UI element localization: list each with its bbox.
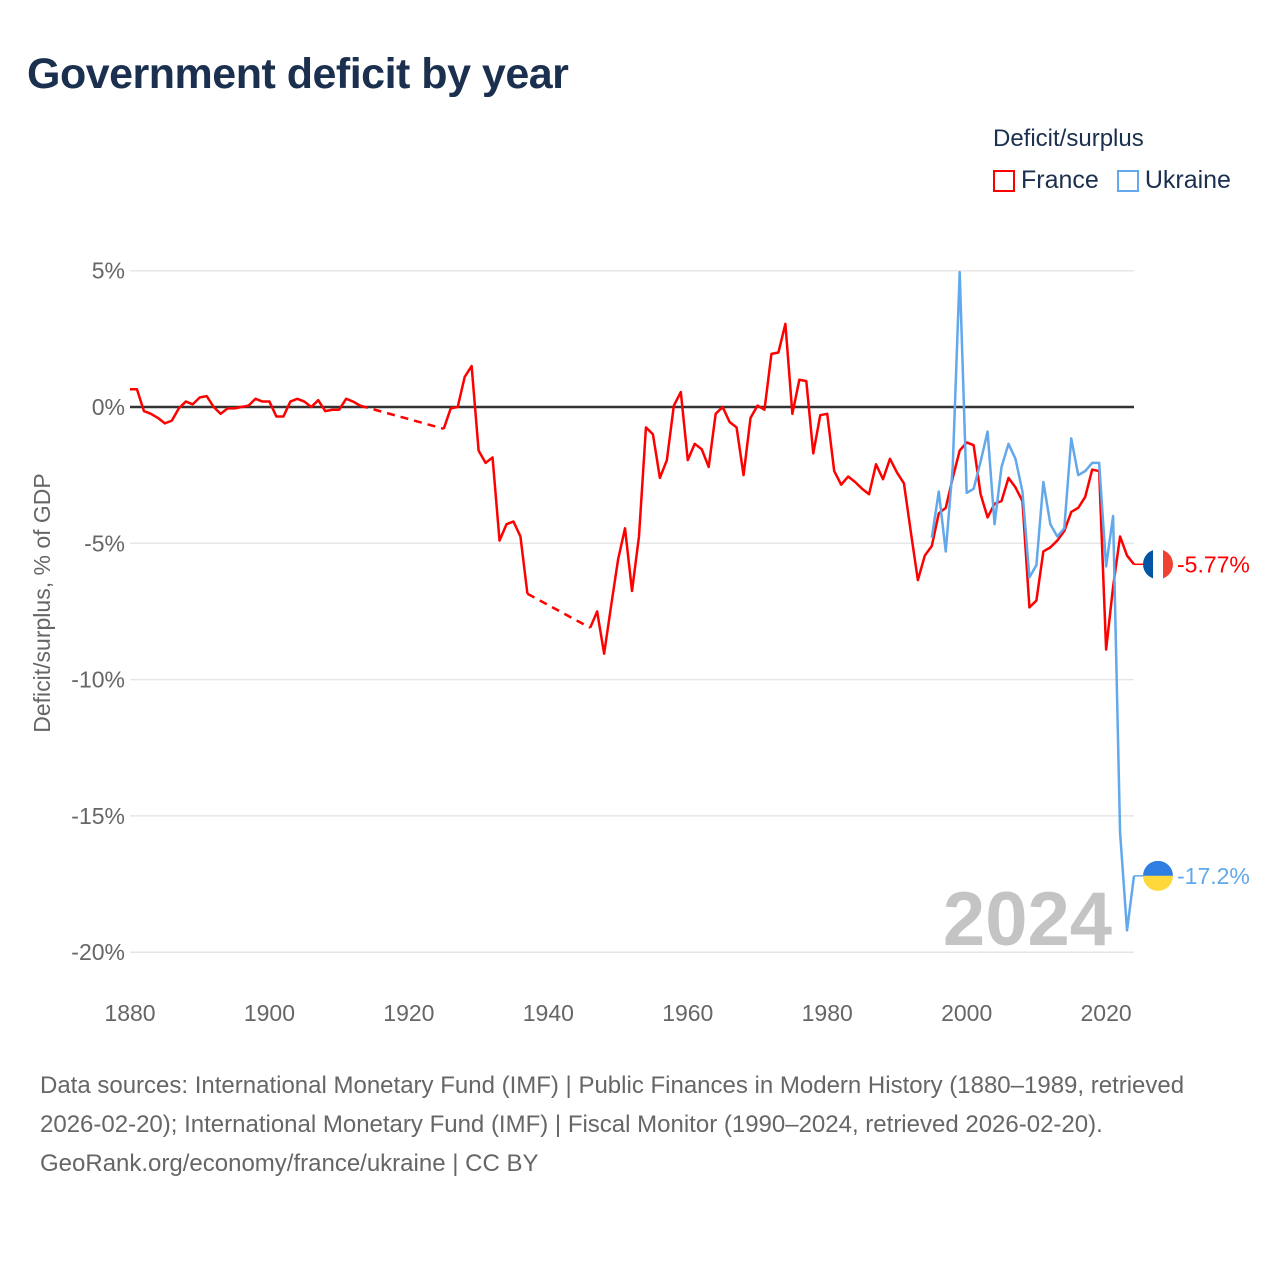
x-tick-label: 1880 bbox=[104, 1000, 155, 1026]
y-tick-label: 0% bbox=[92, 394, 125, 420]
y-tick-label: -15% bbox=[71, 803, 125, 829]
legend-item-france[interactable]: France bbox=[993, 166, 1099, 195]
flag-icon-ukraine bbox=[1143, 860, 1173, 891]
year-watermark: 2024 bbox=[943, 877, 1112, 962]
x-tick-label: 1920 bbox=[383, 1000, 434, 1026]
series-line-france bbox=[589, 322, 1135, 655]
end-label-ukraine: -17.2% bbox=[1177, 863, 1250, 889]
legend-label-ukraine: Ukraine bbox=[1144, 166, 1231, 194]
x-tick-label: 1900 bbox=[244, 1000, 295, 1026]
series-line-france bbox=[442, 364, 529, 594]
x-tick-label: 1980 bbox=[802, 1000, 853, 1026]
series-line-france bbox=[130, 388, 361, 425]
legend-label-france: France bbox=[1021, 166, 1099, 194]
chart-title: Government deficit by year bbox=[27, 50, 569, 98]
flag-icon-france bbox=[1143, 549, 1173, 580]
series-gap-france bbox=[359, 404, 445, 431]
end-label-france: -5.77% bbox=[1177, 551, 1250, 577]
data-sources: Data sources: International Monetary Fun… bbox=[40, 1072, 1185, 1138]
legend-swatch-france bbox=[993, 169, 1015, 192]
x-tick-label: 2020 bbox=[1081, 1000, 1132, 1026]
y-tick-label: -10% bbox=[71, 667, 125, 693]
x-tick-label: 1960 bbox=[662, 1000, 713, 1026]
y-tick-label: 5% bbox=[92, 258, 125, 284]
legend-item-ukraine[interactable]: Ukraine bbox=[1116, 166, 1231, 195]
series-gap-france bbox=[526, 592, 591, 629]
legend: France Ukraine bbox=[993, 166, 1231, 195]
credit-link[interactable]: GeoRank.org/economy/france/ukraine | CC … bbox=[40, 1150, 539, 1177]
y-tick-label: -5% bbox=[84, 530, 125, 556]
legend-title: Deficit/surplus bbox=[993, 125, 1144, 152]
x-tick-label: 1940 bbox=[523, 1000, 574, 1026]
x-tick-label: 2000 bbox=[941, 1000, 992, 1026]
chart-area: 5% 0% -5% -10% -15% -20% 1880 1900 1920 1940 1960 1… bbox=[29, 258, 1250, 1026]
series-line-ukraine bbox=[930, 270, 1136, 932]
legend-swatch-ukraine bbox=[1116, 169, 1139, 192]
y-tick-label: -20% bbox=[71, 939, 125, 965]
footer: Data sources: International Monetary Fun… bbox=[40, 1066, 1240, 1183]
y-axis-label: Deficit/surplus, % of GDP bbox=[29, 473, 55, 732]
